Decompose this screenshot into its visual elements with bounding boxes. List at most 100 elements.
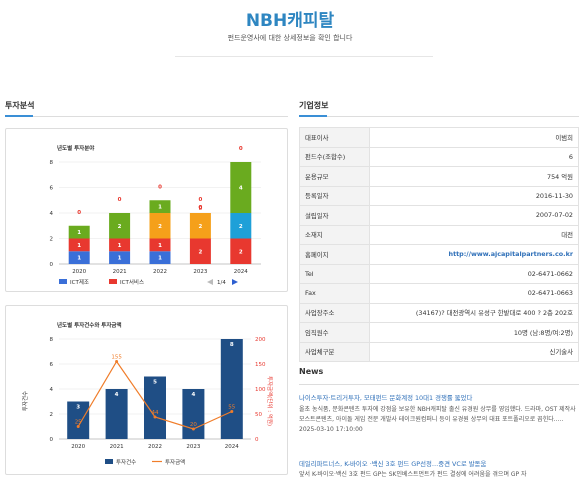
info-row: 소재지 대전 xyxy=(299,224,579,245)
bar-data-label: 4 xyxy=(191,392,195,398)
legend-label-ict-svc: ICT서비스 xyxy=(120,278,144,286)
y-tick-label: 2 xyxy=(50,412,54,418)
line-point xyxy=(153,415,157,419)
news-snippet: 올초 농식품, 문화콘텐츠 투자에 강점을 보유한 NBH캐피탈 출신 유경원 … xyxy=(299,406,576,423)
bar-segment xyxy=(149,238,171,252)
section-title-invest: 투자분석 xyxy=(5,101,35,110)
bar-segment xyxy=(189,213,211,239)
data-label: 0 xyxy=(239,146,243,152)
bar-segment xyxy=(109,238,131,252)
info-value: 대전 xyxy=(369,224,579,245)
info-row: Tel 02-6471-0662 xyxy=(299,263,579,284)
news-title-link[interactable]: 나이스투자·트리거투자, 모태펀드 문화계정 10대1 경쟁률 뚫었다 xyxy=(299,394,473,402)
info-row: 사업체구분 신기술사 xyxy=(299,341,579,362)
y-tick-label: 2 xyxy=(50,237,54,243)
info-row: 홈페이지 http://www.ajcapitalpartners.co.kr xyxy=(299,244,579,265)
data-label: 0 xyxy=(77,210,81,216)
section-title-news: News xyxy=(299,367,324,376)
info-value: 6 xyxy=(369,146,579,167)
info-value: 2016-11-30 xyxy=(369,185,579,206)
data-label: 1 xyxy=(77,230,81,236)
data-label: 1 xyxy=(77,256,81,262)
legend-pager: 1/4 xyxy=(217,280,226,286)
info-key: 운용규모 xyxy=(299,166,370,187)
legend-label-amount: 투자금액 xyxy=(165,458,185,466)
chart2-bars: 3 4 5 4 8 xyxy=(67,339,243,439)
x-tick-label: 2022 xyxy=(153,269,167,275)
chart1-x-ticks: 2020 2021 2022 2023 2024 xyxy=(72,269,248,275)
bar xyxy=(220,339,243,439)
y2-tick-label: 0 xyxy=(255,437,259,443)
y-tick-label: 8 xyxy=(50,337,54,343)
chart2-y2-ticks: 0 50 100 150 200 xyxy=(255,337,266,443)
bar-data-label: 3 xyxy=(76,405,80,411)
bar-segment xyxy=(149,213,171,239)
y2-tick-label: 150 xyxy=(255,362,266,368)
section-divider-news xyxy=(299,384,579,385)
y-tick-label: 8 xyxy=(50,160,54,166)
info-key: 소재지 xyxy=(299,224,370,245)
section-divider-invest xyxy=(5,116,288,117)
x-tick-label: 2024 xyxy=(234,269,248,275)
page-subtitle: 펀드운영사에 대한 상세정보을 확인 합니다 xyxy=(227,34,353,42)
news-snippet: 앞서 K-바이오·백신 3호 펀드 GP는 SK인베스트먼트가 펀드 결성에 어… xyxy=(299,471,527,478)
data-label: 0 xyxy=(158,184,162,190)
line-data-label: 20 xyxy=(190,422,197,428)
legend-swatch-ict-mfg xyxy=(59,279,67,284)
legend-swatch-count xyxy=(105,459,113,464)
data-label: 2 xyxy=(158,224,162,230)
data-label: 0 xyxy=(198,197,202,203)
news-title-link[interactable]: 데일리파트너스, K-바이오 ·백신 3호 펀드 GP선정…중견 VC로 발돋움 xyxy=(299,460,487,468)
y-tick-label: 6 xyxy=(50,362,54,368)
info-value: 신기술사 xyxy=(369,341,579,362)
data-label: 1 xyxy=(158,256,162,262)
bar-segment xyxy=(230,213,252,239)
data-label: 2 xyxy=(239,224,243,230)
y2-tick-label: 50 xyxy=(255,412,262,418)
chart-card-count-amount: 년도별 투자건수와 투자금액 0 2 4 6 8 0 50 100 150 200 3 4 5 4 8 … xyxy=(5,305,288,475)
data-label: 1 xyxy=(118,256,122,262)
chart2-x-ticks: 2020 2021 2022 2023 2024 xyxy=(71,444,239,450)
bar-data-label: 5 xyxy=(153,380,157,386)
info-key: 홈페이지 xyxy=(299,244,370,265)
data-label: 0 xyxy=(198,205,202,211)
data-label: 2 xyxy=(198,224,202,230)
info-value: 2007-07-02 xyxy=(369,205,579,226)
info-value: 754 억원 xyxy=(369,166,579,187)
info-row: 설립일자 2007-07-02 xyxy=(299,205,579,226)
x-tick-label: 2024 xyxy=(225,444,239,450)
line-data-label: 55 xyxy=(228,405,235,411)
data-label: 1 xyxy=(158,243,162,249)
section-accent-company xyxy=(299,115,327,117)
chart-count-and-amount: 0 2 4 6 8 0 50 100 150 200 3 4 5 4 8 25 155 44 20 55 202… xyxy=(21,337,274,466)
info-value: (34167)? 대전광역시 유성구 한밭대로 400 ? 2층 202호 xyxy=(369,302,579,323)
y-tick-label: 0 xyxy=(50,437,54,443)
chart1-y-ticks: 0 2 4 6 8 xyxy=(50,160,54,268)
info-row: 등록일자 2016-11-30 xyxy=(299,185,579,206)
data-label: 0 xyxy=(198,205,202,211)
bar-segment xyxy=(149,251,171,264)
news-item[interactable]: 데일리파트너스, K-바이오 ·백신 3호 펀드 GP선정…중견 VC로 발돋움… xyxy=(299,460,579,480)
chart1-bars: 1100001011000020112001000220000000200240 xyxy=(68,146,252,264)
bar-segment xyxy=(149,200,171,213)
legend-next-icon[interactable] xyxy=(232,279,238,285)
data-label: 0 xyxy=(199,206,203,212)
bar-segment xyxy=(230,162,252,213)
data-label: 2 xyxy=(198,249,202,255)
line-point xyxy=(76,425,80,428)
x-tick-label: 2021 xyxy=(113,269,127,275)
data-label: 0 xyxy=(199,206,203,212)
news-date: 2025-03-10 17:10:00 xyxy=(299,426,363,433)
homepage-link[interactable]: http://www.ajcapitalpartners.co.kr xyxy=(369,244,579,265)
legend-prev-icon[interactable] xyxy=(207,279,213,285)
line-point xyxy=(230,410,234,413)
y-tick-label: 0 xyxy=(50,262,54,268)
chart2-y-ticks: 0 2 4 6 8 xyxy=(50,337,54,443)
data-label: 2 xyxy=(239,249,243,255)
bar-segment xyxy=(189,238,211,264)
news-item[interactable]: 나이스투자·트리거투자, 모태펀드 문화계정 10대1 경쟁률 뚫었다 올초 농… xyxy=(299,394,579,433)
bar xyxy=(144,376,166,439)
